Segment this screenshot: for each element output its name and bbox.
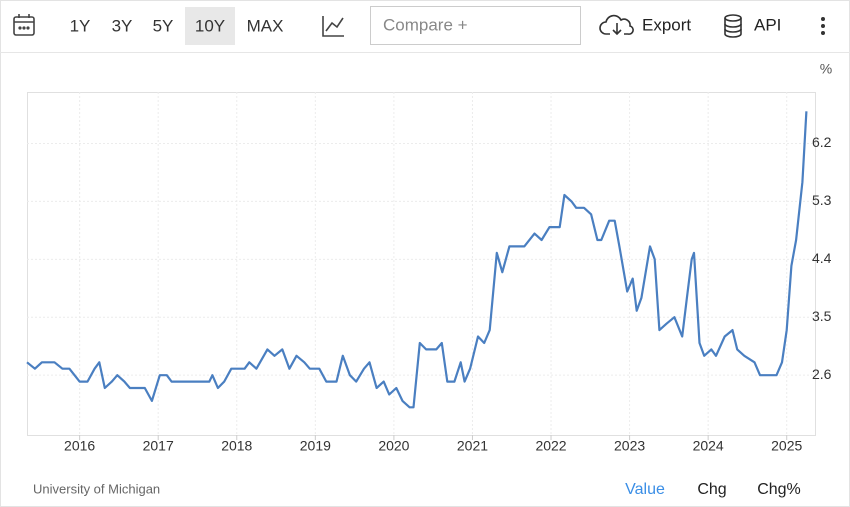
export-icon[interactable] [599,14,634,36]
footer-tab[interactable]: Chg [697,481,726,498]
footer-tab[interactable]: Value [625,481,665,498]
x-tick-label: 2024 [693,438,724,454]
x-tick-label: 2016 [64,438,95,454]
footer-tab[interactable]: Chg% [757,481,801,498]
x-tick-label: 2021 [457,438,488,454]
data-line [26,111,808,409]
plot-border [27,92,816,436]
export-button[interactable]: Export [642,15,691,34]
x-tick-label: 2017 [143,438,174,454]
y-tick-label: 6.2 [812,134,832,150]
range-button[interactable]: 10Y [195,16,225,35]
x-tick-label: 2019 [300,438,331,454]
y-tick-label: 4.4 [812,250,832,266]
x-tick-label: 2023 [614,438,645,454]
api-button[interactable]: API [754,15,781,34]
range-button[interactable]: MAX [247,16,284,35]
range-button[interactable]: 3Y [112,16,133,35]
x-tick-label: 2018 [221,438,252,454]
more-menu[interactable] [821,17,825,35]
api-icon[interactable] [724,14,742,38]
source: University of Michigan [33,481,160,496]
selected-range-bg [185,7,235,45]
compare-input[interactable] [370,6,581,45]
y-tick-label: 5.3 [812,192,832,208]
y-tick-label: 2.6 [812,366,832,382]
x-tick-label: 2020 [378,438,409,454]
chart-type-icon[interactable] [322,16,344,37]
calendar-icon[interactable] [13,14,35,36]
y-unit: % [820,61,832,77]
y-tick-label: 3.5 [812,308,832,324]
x-tick-label: 2025 [771,438,802,454]
x-tick-label: 2022 [535,438,566,454]
range-button[interactable]: 1Y [70,16,91,35]
range-button[interactable]: 5Y [153,16,174,35]
compare-placeholder: Compare + [383,15,468,34]
